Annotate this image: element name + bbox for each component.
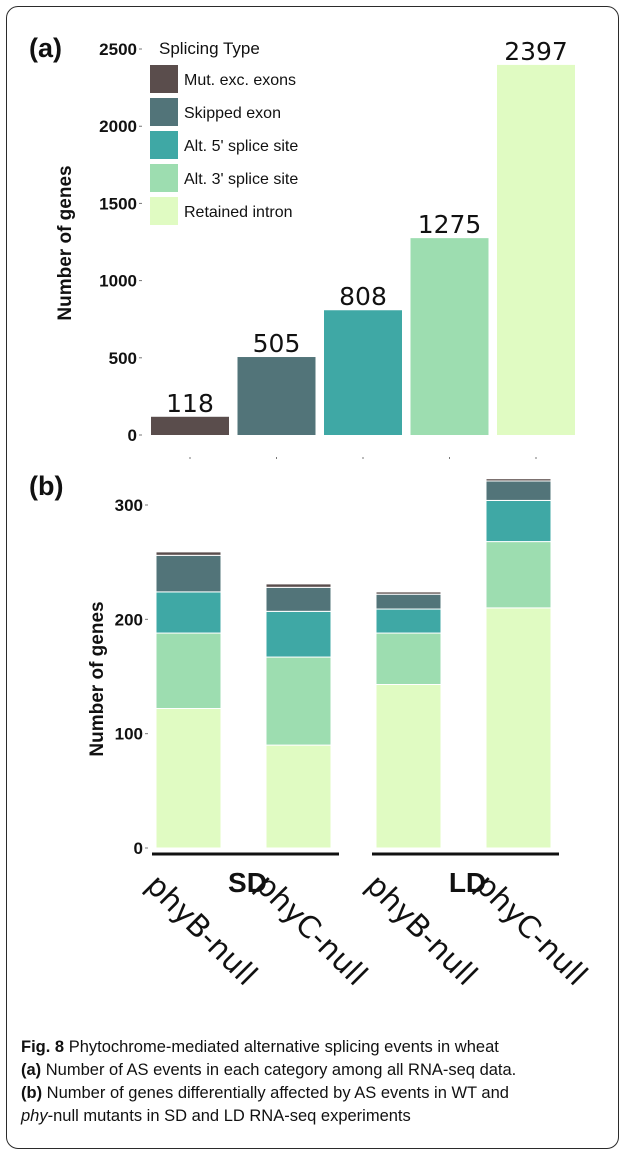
panel-b-bar-segment: [375, 593, 442, 610]
panel-b-bar-segment: [485, 499, 552, 543]
panel-a-bar-value-label: 118: [166, 389, 214, 418]
panel-a-bar-chart: (a) Number of genes 0 500 1000 1500 2000 2500 11…: [29, 33, 575, 459]
panel-b-bar-segment: [485, 541, 552, 609]
panel-b-y-tick-label: 300: [115, 496, 143, 515]
panel-b-label: (b): [29, 471, 63, 501]
legend-item-label: Skipped exon: [184, 105, 281, 122]
panel-b-group-label: LD: [449, 867, 486, 898]
panel-a-y-tick-label: 1000: [99, 272, 137, 291]
caption-title: Phytochrome-mediated alternative splicin…: [68, 1038, 499, 1056]
caption-b-text-1: Number of genes differentially affected …: [46, 1084, 509, 1102]
legend-item-label: Retained intron: [184, 204, 293, 221]
figure-frame: (a) Number of genes 0 500 1000 1500 2000 2500 11…: [6, 6, 619, 1149]
panel-b-x-category-label: phyC-null: [469, 868, 594, 993]
figure-canvas: (a)Number of genes0500100015002000250011…: [29, 33, 594, 993]
panel-a-y-tick-label: 1500: [99, 194, 137, 213]
panel-a-bar-value-label: 1275: [418, 210, 482, 239]
caption-b-text-2: -null mutants in SD and LD RNA-seq exper…: [47, 1107, 411, 1125]
legend-swatch: [150, 197, 178, 225]
panel-b-bar-segment: [265, 656, 332, 746]
figure-caption: Fig. 8 Phytochrome-mediated alternative …: [21, 1036, 611, 1128]
panel-b-y-tick-label: 200: [115, 610, 143, 629]
panel-b-bar-segment: [155, 554, 222, 593]
legend-swatch: [150, 164, 178, 192]
panel-b-bar-segment: [155, 632, 222, 710]
caption-fig-label: Fig. 8: [21, 1038, 65, 1056]
panel-b-x-category-label: phyC-null: [249, 868, 374, 993]
panel-b-bar-segment: [375, 684, 442, 849]
panel-a-bar-value-label: 505: [253, 329, 301, 358]
legend-title: Splicing Type: [159, 39, 260, 58]
panel-b-group-label: SD: [228, 867, 267, 898]
panel-b-y-tick-label: 100: [115, 725, 143, 744]
panel-a-y-tick-label: 0: [128, 426, 137, 445]
panel-a-y-tick-label: 2000: [99, 117, 137, 136]
panel-b-bar-segment: [485, 607, 552, 849]
caption-a-label: (a): [21, 1061, 42, 1079]
panel-a-y-tick-label: 2500: [99, 40, 137, 59]
panel-a-bar-value-label: 2397: [504, 37, 568, 66]
caption-b-italic: phy: [21, 1107, 48, 1125]
panel-b-bar-segment: [265, 610, 332, 658]
panel-a-bar: [497, 64, 575, 435]
panel-a-label: (a): [29, 33, 62, 63]
legend-swatch: [150, 65, 178, 93]
legend-item-label: Mut. exc. exons: [184, 72, 296, 89]
panel-a-bar: [237, 357, 316, 435]
panel-a-bar: [410, 238, 489, 435]
panel-a-bar-value-label: 808: [339, 282, 387, 311]
panel-b-bar-segment: [155, 551, 222, 556]
legend-item-label: Alt. 3' splice site: [184, 171, 298, 188]
panel-a-y-tick-label: 500: [109, 349, 137, 368]
panel-b-y-axis-label: Number of genes: [87, 601, 108, 756]
legend-swatch: [150, 98, 178, 126]
panel-b-bar-segment: [375, 608, 442, 634]
panel-b-bar-segment: [485, 480, 552, 501]
panel-b-bar-segment: [375, 632, 442, 686]
panel-b-bar-segment: [375, 591, 442, 595]
panel-a-y-axis-label: Number of genes: [55, 165, 76, 320]
panel-b-stacked-bar-chart: (b)Number of genes0100200300phyB-nullphy…: [29, 471, 594, 993]
panel-b-bar-segment: [265, 744, 332, 849]
panel-b-bar-segment: [155, 708, 222, 849]
panel-b-bar-segment: [155, 591, 222, 634]
legend-swatch: [150, 131, 178, 159]
panel-a-bar: [151, 416, 229, 435]
panel-b-bar-segment: [265, 586, 332, 612]
caption-a-text: Number of AS events in each category amo…: [45, 1061, 517, 1079]
caption-b-label: (b): [21, 1084, 43, 1102]
legend-item-label: Alt. 5' splice site: [184, 138, 298, 155]
panel-b-y-tick-label: 0: [134, 839, 143, 858]
panel-a-bar: [324, 310, 402, 435]
panel-b-bar-segment: [485, 478, 552, 482]
panel-b-bar-segment: [265, 583, 332, 588]
